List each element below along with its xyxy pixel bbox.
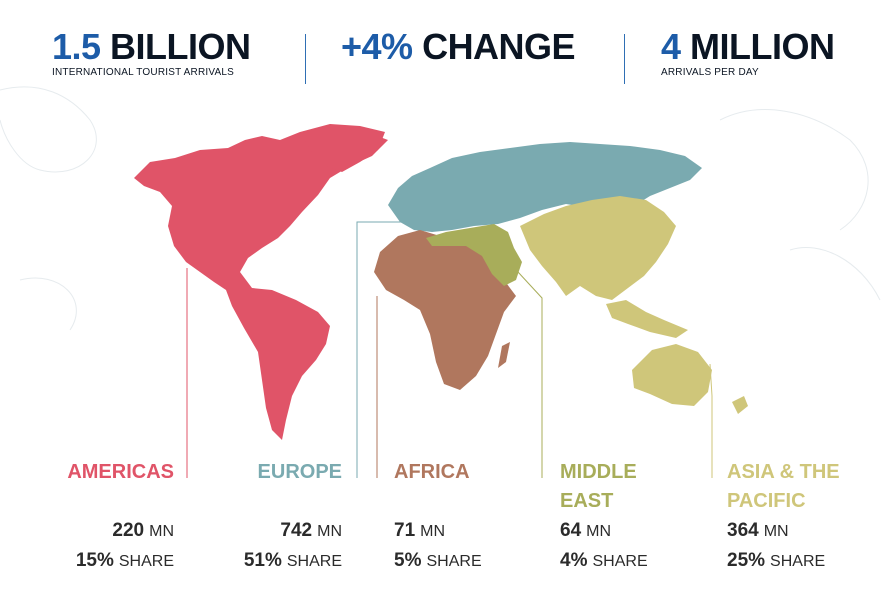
region-americas-name: AMERICAS: [67, 461, 174, 483]
australia-shape: [632, 344, 712, 406]
region-europe-share: 51% SHARE: [243, 550, 342, 571]
region-middle-east-share: 4% SHARE: [560, 550, 648, 571]
africa-shape: [374, 230, 516, 390]
southeast-asia-shape: [606, 300, 688, 338]
stat-total-arrivals-value: 1.5 BILLION: [52, 26, 251, 67]
region-middle-east: MIDDLE EAST 64 MN 4% SHARE: [560, 458, 700, 576]
region-americas-value: 220 MN: [112, 520, 174, 541]
middle-east-leader-line: [517, 271, 543, 478]
stat-arrivals-per-day-label: ARRIVALS PER DAY: [661, 67, 759, 78]
greenland-shape: [300, 124, 385, 172]
asia-pacific-shape: [520, 196, 676, 300]
region-europe-name: EUROPE: [257, 461, 342, 483]
region-asia-pacific: ASIA & THE PACIFIC 364 MN 25% SHARE: [727, 458, 887, 576]
region-asia-pacific-share: 25% SHARE: [727, 550, 826, 571]
region-middle-east-name-line2: EAST: [560, 490, 614, 512]
region-americas-share: 15% SHARE: [75, 550, 174, 571]
region-europe-value: 742 MN: [280, 520, 342, 541]
stat-total-arrivals-label: INTERNATIONAL TOURIST ARRIVALS: [52, 67, 234, 78]
region-africa-name: AFRICA: [394, 461, 470, 483]
region-middle-east-name-line1: MIDDLE: [560, 461, 637, 483]
region-asia-pacific-value: 364 MN: [727, 520, 789, 541]
madagascar-shape: [498, 342, 510, 368]
header-divider: [305, 34, 306, 84]
americas-shape: [134, 132, 388, 440]
new-zealand-shape: [732, 396, 748, 414]
region-africa: AFRICA 71 MN 5% SHARE: [394, 458, 534, 576]
europe-shape: [388, 142, 702, 232]
region-americas: AMERICAS 220 MN 15% SHARE: [40, 458, 174, 576]
europe-leader-line: [356, 221, 410, 478]
stat-total-arrivals: 1.5 BILLION INTERNATIONAL TOURIST ARRIVA…: [52, 26, 251, 79]
region-europe: EUROPE 742 MN 51% SHARE: [222, 458, 342, 576]
region-africa-share: 5% SHARE: [394, 550, 482, 571]
region-asia-pacific-name-line2: PACIFIC: [727, 490, 806, 512]
stat-arrivals-per-day: 4 MILLION ARRIVALS PER DAY: [661, 26, 835, 79]
middle-east-shape: [426, 224, 522, 286]
asia-pacific-leader-line: [709, 363, 713, 478]
region-africa-value: 71 MN: [394, 520, 446, 541]
region-middle-east-value: 64 MN: [560, 520, 612, 541]
stat-change-value: +4% CHANGE: [341, 26, 576, 67]
header-divider: [624, 34, 625, 84]
stat-change: +4% CHANGE: [341, 26, 576, 67]
stat-arrivals-per-day-value: 4 MILLION: [661, 26, 835, 67]
region-asia-pacific-name-line1: ASIA & THE: [727, 461, 840, 483]
